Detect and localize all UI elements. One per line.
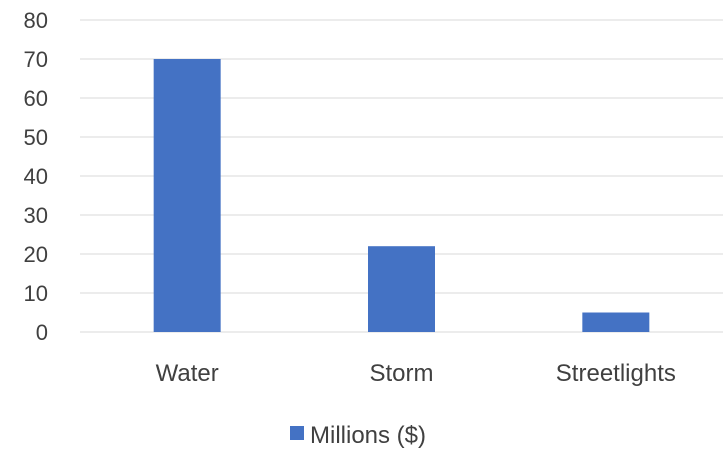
y-tick-label: 40 bbox=[24, 164, 48, 189]
y-tick-label: 10 bbox=[24, 281, 48, 306]
y-tick-label: 50 bbox=[24, 125, 48, 150]
bars bbox=[153, 59, 650, 332]
y-tick-label: 60 bbox=[24, 86, 48, 111]
bar-storm bbox=[368, 246, 435, 332]
legend: Millions ($) bbox=[290, 422, 426, 449]
y-tick-label: 20 bbox=[24, 242, 48, 267]
x-category-label: Storm bbox=[369, 360, 433, 387]
bar-water bbox=[153, 59, 221, 332]
y-axis-tick-labels: 0 10 20 30 40 50 60 70 80 bbox=[24, 8, 48, 345]
x-category-label: Streetlights bbox=[556, 360, 676, 387]
y-tick-label: 30 bbox=[24, 203, 48, 228]
y-tick-label: 0 bbox=[36, 320, 48, 345]
legend-swatch bbox=[290, 426, 304, 440]
bar-streetlights bbox=[582, 312, 650, 332]
y-tick-label: 70 bbox=[24, 47, 48, 72]
x-category-label: Water bbox=[156, 360, 219, 387]
x-axis-category-labels: Water Storm Streetlights bbox=[156, 360, 676, 387]
legend-label: Millions ($) bbox=[310, 422, 426, 449]
y-tick-label: 80 bbox=[24, 8, 48, 33]
